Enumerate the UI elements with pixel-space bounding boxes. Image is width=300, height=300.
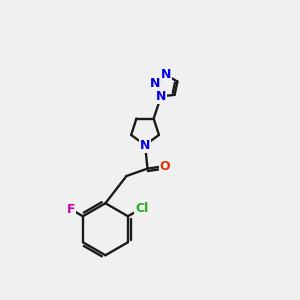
Text: N: N (140, 139, 150, 152)
Text: N: N (156, 90, 166, 103)
Text: N: N (150, 77, 161, 90)
Text: F: F (67, 203, 75, 216)
Text: N: N (160, 68, 171, 81)
Text: O: O (160, 160, 170, 172)
Text: Cl: Cl (135, 202, 148, 215)
Text: N: N (156, 90, 166, 103)
